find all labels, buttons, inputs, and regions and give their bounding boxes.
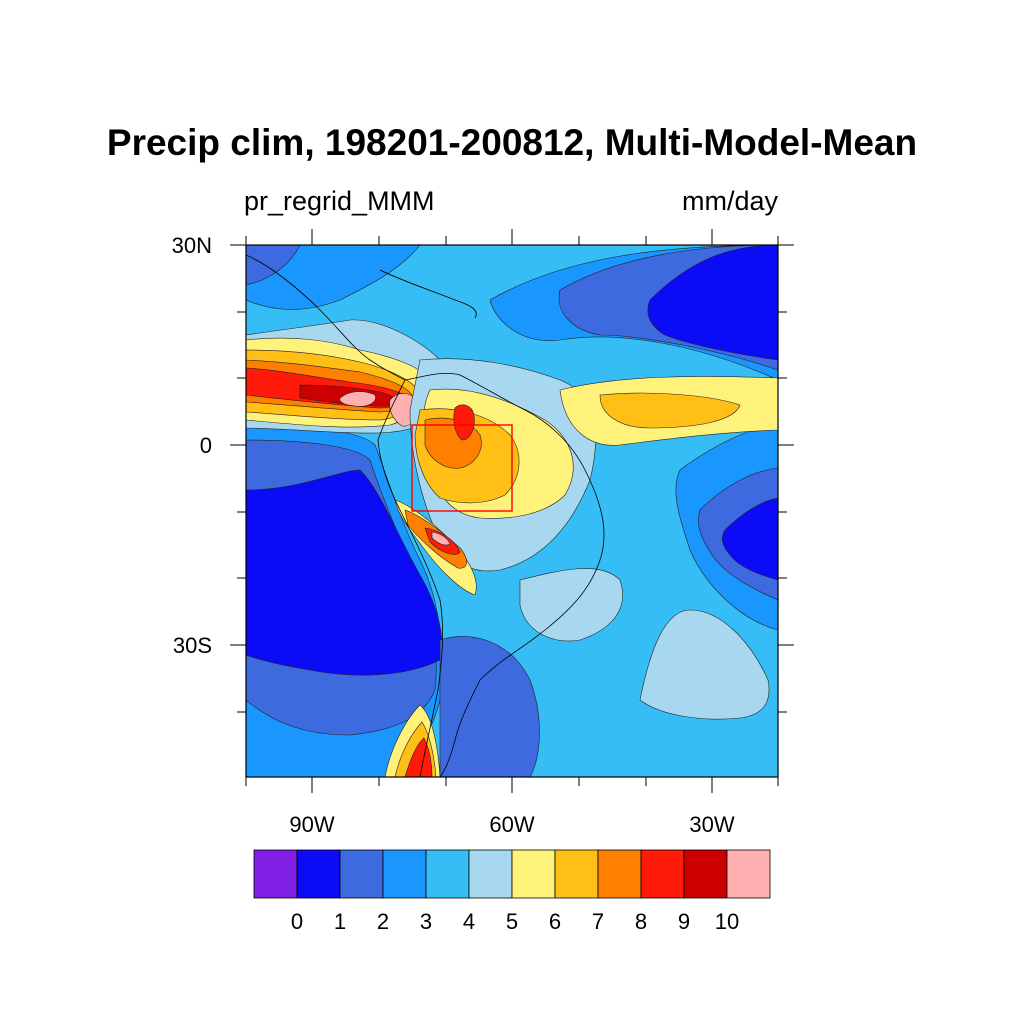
lat-label-30s: 30S [173, 633, 212, 658]
colorbar-swatch [468, 849, 513, 899]
colorbar-swatch [511, 849, 556, 899]
contour-amazon-8-9 [453, 404, 475, 441]
colorbar-label: 6 [549, 909, 561, 934]
plot-title: Precip clim, 198201-200812, Multi-Model-… [106, 122, 918, 163]
colorbar-swatch [640, 849, 685, 899]
lat-label-30n: 30N [172, 233, 212, 258]
contour-patagonia-8-9 [404, 737, 433, 777]
contour-itcz-10plus-a [339, 391, 376, 407]
colorbar-label: 4 [463, 909, 475, 934]
colorbar-swatch [554, 849, 599, 899]
contour-fill [246, 245, 778, 777]
highlight-box [411, 424, 513, 512]
colorbar-swatch [425, 849, 470, 899]
colorbar-label: 5 [506, 909, 518, 934]
contour-atlantic-0-1 [647, 245, 778, 361]
colorbar-swatch [296, 849, 341, 899]
axis-ticks [230, 229, 794, 793]
lat-label-0: 0 [200, 433, 212, 458]
colorbar-label: 9 [678, 909, 690, 934]
colorbar-swatch [253, 849, 298, 899]
colorbar-swatch [382, 849, 427, 899]
lon-label-60w: 60W [489, 812, 534, 837]
colorbar-swatch [683, 849, 728, 899]
contour-satl-0-1 [721, 497, 778, 581]
coastlines [246, 254, 605, 777]
colorbar-label: 8 [635, 909, 647, 934]
colorbar-label: 2 [377, 909, 389, 934]
lon-label-30w: 30W [689, 812, 734, 837]
contour-andes-10plus [431, 531, 451, 546]
coastline-west [377, 379, 444, 777]
contour-pacific-0-1 [246, 469, 443, 676]
contour-laplata-4-5 [519, 568, 623, 642]
colorbar-label: 3 [420, 909, 432, 934]
colorbar-swatch [339, 849, 384, 899]
lon-label-90w: 90W [289, 812, 334, 837]
colorbar-label: 0 [291, 909, 303, 934]
colorbar-labels: 0 1 2 3 4 5 6 7 8 9 10 [291, 909, 739, 934]
contour-argentina-1-2 [439, 636, 540, 777]
variable-label: pr_regrid_MMM [244, 186, 435, 216]
colorbar-label: 10 [715, 909, 739, 934]
colorbar-swatch [597, 849, 642, 899]
contour-gulf-1-2 [246, 245, 301, 286]
coastline-east [246, 254, 605, 777]
coastline-caribbean [379, 269, 477, 319]
contour-gulf-2-3 [246, 245, 421, 310]
units-label: mm/day [681, 186, 778, 216]
contour-atl-itcz-6-7 [599, 392, 741, 429]
colorbar-label: 1 [334, 909, 346, 934]
contour-satl-4-5 [639, 609, 770, 720]
colorbar-label: 7 [592, 909, 604, 934]
colorbar [253, 849, 771, 899]
colorbar-swatch [726, 849, 771, 899]
